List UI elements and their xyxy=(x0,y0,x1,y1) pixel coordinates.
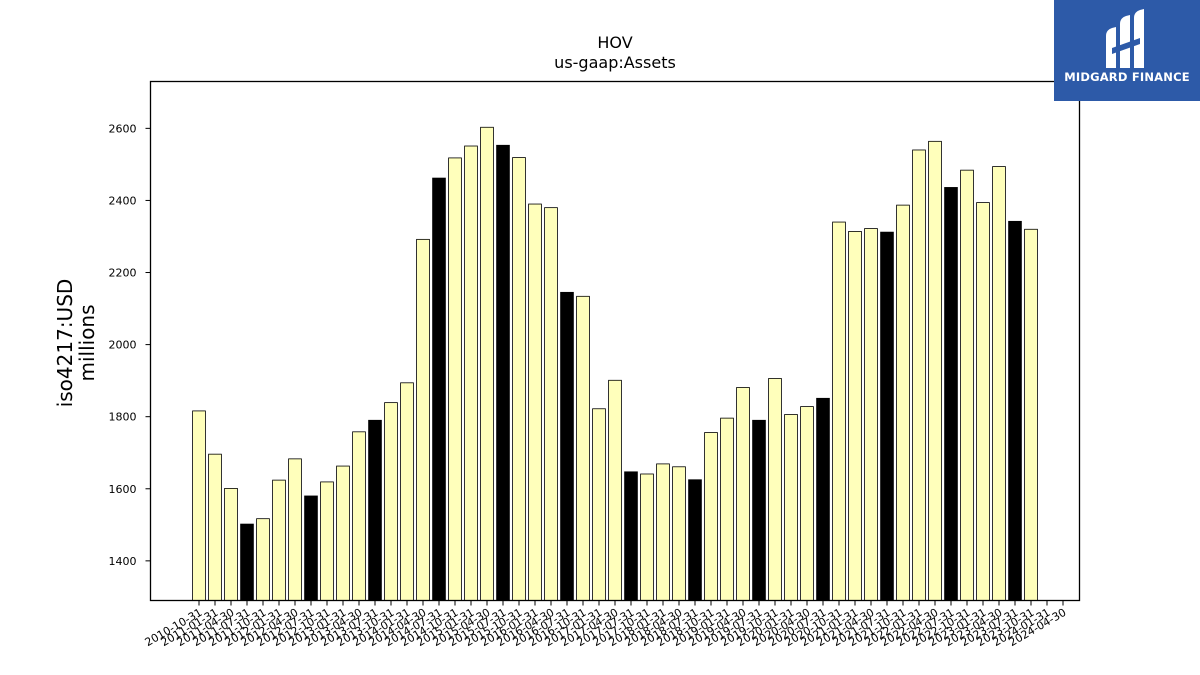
y-tick-label-1400: 1400 xyxy=(109,555,137,568)
brand-name: MIDGARD FINANCE xyxy=(1064,70,1190,84)
bar-2021-04-30 xyxy=(864,228,878,601)
bar-2014-07-31 xyxy=(432,177,446,601)
bar-2015-07-31 xyxy=(496,144,510,601)
y-tick-label-2600: 2600 xyxy=(109,122,137,135)
bar-2014-04-30 xyxy=(416,238,430,601)
y-tick-label-2000: 2000 xyxy=(109,339,137,352)
bar-2021-07-31 xyxy=(880,231,894,601)
y-axis-ticks: 1400 1600 1800 2000 2200 2400 2600 xyxy=(109,122,151,568)
bar-2015-04-30 xyxy=(480,126,494,601)
bar-2019-07-31 xyxy=(752,419,766,601)
chart-subtitle: us-gaap:Assets xyxy=(554,53,676,72)
y-axis-label-line1: iso4217:USD xyxy=(53,279,77,408)
bar-2014-10-31 xyxy=(448,157,462,601)
bar-2012-10-31 xyxy=(320,481,334,601)
bar-2018-01-31 xyxy=(656,463,670,601)
bar-2016-07-31 xyxy=(560,291,574,601)
x-axis-ticks: 2010-10-312011-01-312011-04-302011-07-31… xyxy=(143,600,1069,649)
bar-2012-04-30 xyxy=(288,458,302,601)
y-tick-label-2400: 2400 xyxy=(109,194,137,207)
bar-2012-07-31 xyxy=(304,495,318,601)
bar-2023-07-31 xyxy=(1008,220,1022,601)
bar-2015-01-31 xyxy=(464,145,478,601)
bar-2018-10-31 xyxy=(704,432,718,601)
bar-2023-04-30 xyxy=(992,166,1006,601)
bar-2016-01-31 xyxy=(528,203,542,601)
bar-2019-01-31 xyxy=(720,417,734,601)
bar-2013-01-31 xyxy=(336,465,350,601)
bar-2020-10-31 xyxy=(832,221,846,601)
bar-2012-01-31 xyxy=(272,479,286,601)
brand-logo: MIDGARD FINANCE xyxy=(1054,0,1200,101)
bar-2023-01-31 xyxy=(976,202,990,601)
bar-2016-04-30 xyxy=(544,207,558,601)
y-tick-label-1800: 1800 xyxy=(109,411,137,424)
y-tick-label-1600: 1600 xyxy=(109,483,137,496)
bar-2021-01-31 xyxy=(848,231,862,601)
bar-2020-01-31 xyxy=(784,414,798,601)
bar-2017-10-31 xyxy=(640,473,654,601)
midgard-logo-icon xyxy=(1106,9,1144,68)
chart-title: HOV xyxy=(597,33,632,52)
bar-2016-10-31 xyxy=(576,295,590,601)
bar-2018-07-31 xyxy=(688,479,702,601)
bar-2022-01-31 xyxy=(912,149,926,601)
bar-2011-01-31 xyxy=(208,453,222,601)
bar-2017-04-30 xyxy=(608,379,622,601)
bar-2011-10-31 xyxy=(256,518,270,601)
bar-2017-07-31 xyxy=(624,471,638,601)
bar-2013-04-30 xyxy=(352,431,366,601)
bar-2022-10-31 xyxy=(960,169,974,601)
bar-2022-04-30 xyxy=(928,140,942,601)
bar-2021-10-31 xyxy=(896,204,910,601)
bar-2013-07-31 xyxy=(368,419,382,601)
y-axis-label-line2: millions xyxy=(75,304,99,381)
bar-2020-04-30 xyxy=(800,406,814,601)
bar-2023-10-31 xyxy=(1024,228,1038,601)
plot-area-frame xyxy=(149,80,1081,602)
bar-2020-07-31 xyxy=(816,397,830,601)
bar-2011-07-31 xyxy=(240,523,254,601)
bar-2015-10-31 xyxy=(512,157,526,601)
bar-2018-04-30 xyxy=(672,466,686,601)
bar-2017-01-31 xyxy=(592,408,606,601)
y-tick-label-2200: 2200 xyxy=(109,267,137,280)
bar-2014-01-31 xyxy=(400,382,414,601)
bar-2019-10-31 xyxy=(768,378,782,601)
bar-2022-07-31 xyxy=(944,187,958,601)
y-axis-label: iso4217:USD millions xyxy=(53,279,99,408)
bar-2011-04-30 xyxy=(224,488,238,601)
bar-2019-04-30 xyxy=(736,387,750,601)
bar-2013-10-31 xyxy=(384,402,398,601)
bar-2010-10-31 xyxy=(192,410,206,601)
bars-group xyxy=(192,126,1038,601)
